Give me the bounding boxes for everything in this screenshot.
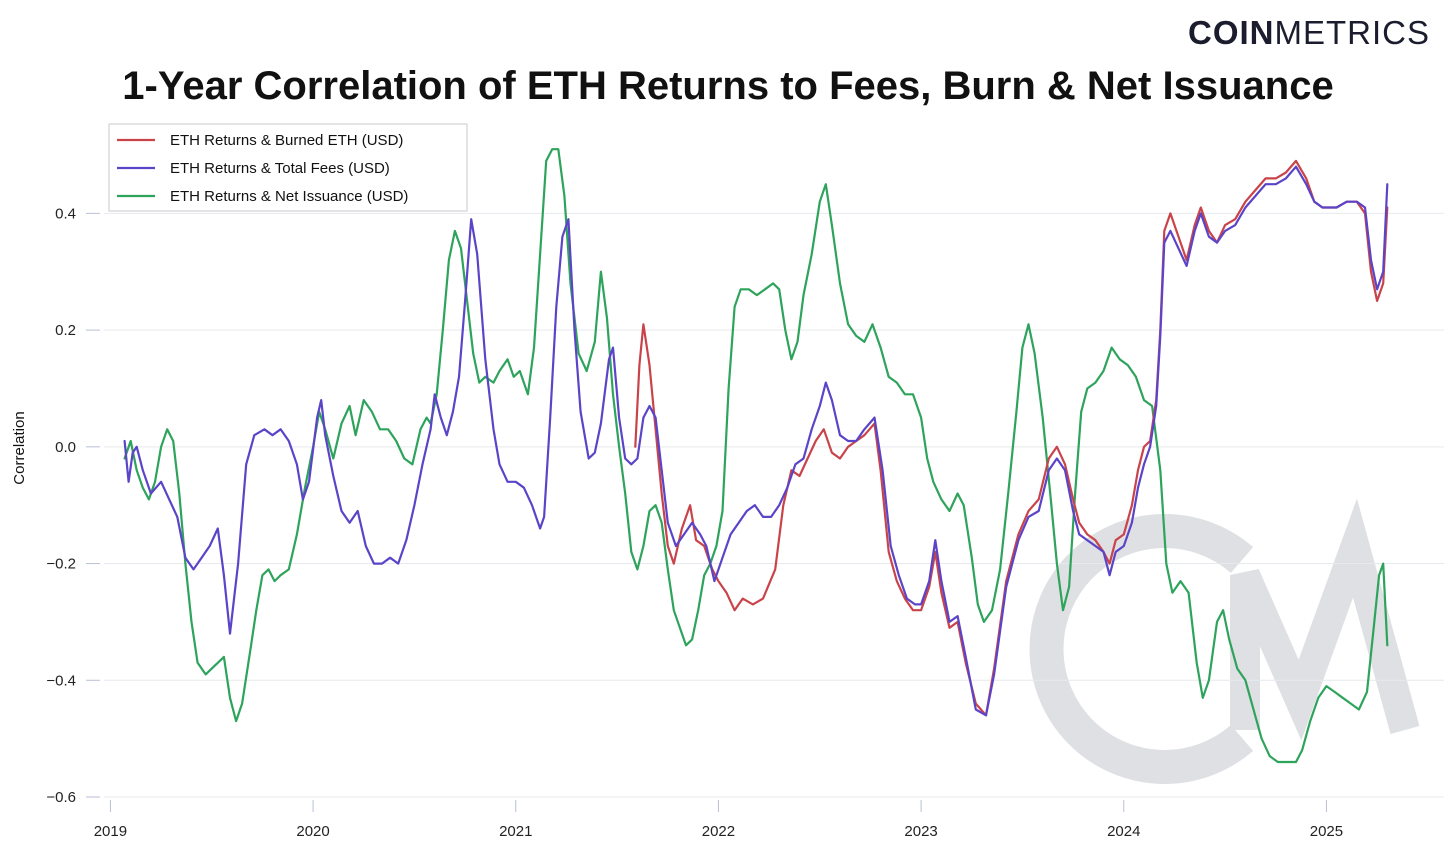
y-axis: −0.6 −0.4 −0.2 0.0 0.2 0.4 <box>46 205 100 806</box>
y-tick-label: −0.2 <box>46 556 76 573</box>
series-line-2 <box>123 148 1389 764</box>
logo-thin-part: METRICS <box>1274 14 1430 51</box>
legend: ETH Returns & Burned ETH (USD) ETH Return… <box>108 123 468 212</box>
series-line-0 <box>634 159 1389 717</box>
chart-title: 1-Year Correlation of ETH Returns to Fee… <box>122 64 1334 108</box>
x-tick-label: 2019 <box>94 823 127 840</box>
x-tick-label: 2020 <box>296 823 329 840</box>
legend-box <box>108 123 468 212</box>
legend-entry-label: ETH Returns & Net Issuance (USD) <box>170 188 408 205</box>
legend-entry-label: ETH Returns & Total Fees (USD) <box>170 160 390 177</box>
series-line-1 <box>123 165 1389 717</box>
y-tick-label: −0.6 <box>46 789 76 806</box>
cm-watermark-logo <box>1029 498 1420 784</box>
x-tick-label: 2024 <box>1107 823 1140 840</box>
logo-bold-part: COIN <box>1188 14 1275 51</box>
legend-entry-label: ETH Returns & Burned ETH (USD) <box>170 132 403 149</box>
y-tick-label: 0.4 <box>55 205 76 222</box>
series-lines <box>123 148 1389 764</box>
y-tick-label: −0.4 <box>46 672 76 689</box>
x-tick-label: 2021 <box>499 823 532 840</box>
y-tick-label: 0.2 <box>55 322 76 339</box>
x-axis: 2019 2020 2021 2022 2023 2024 2025 <box>94 796 1444 840</box>
x-tick-label: 2023 <box>904 823 937 840</box>
x-tick-label: 2022 <box>702 823 735 840</box>
y-tick-label: 0.0 <box>55 439 76 456</box>
x-tick-label: 2025 <box>1310 823 1343 840</box>
coinmetrics-logo: COINMETRICS <box>1188 14 1430 52</box>
y-axis-label: Correlation <box>11 411 28 484</box>
